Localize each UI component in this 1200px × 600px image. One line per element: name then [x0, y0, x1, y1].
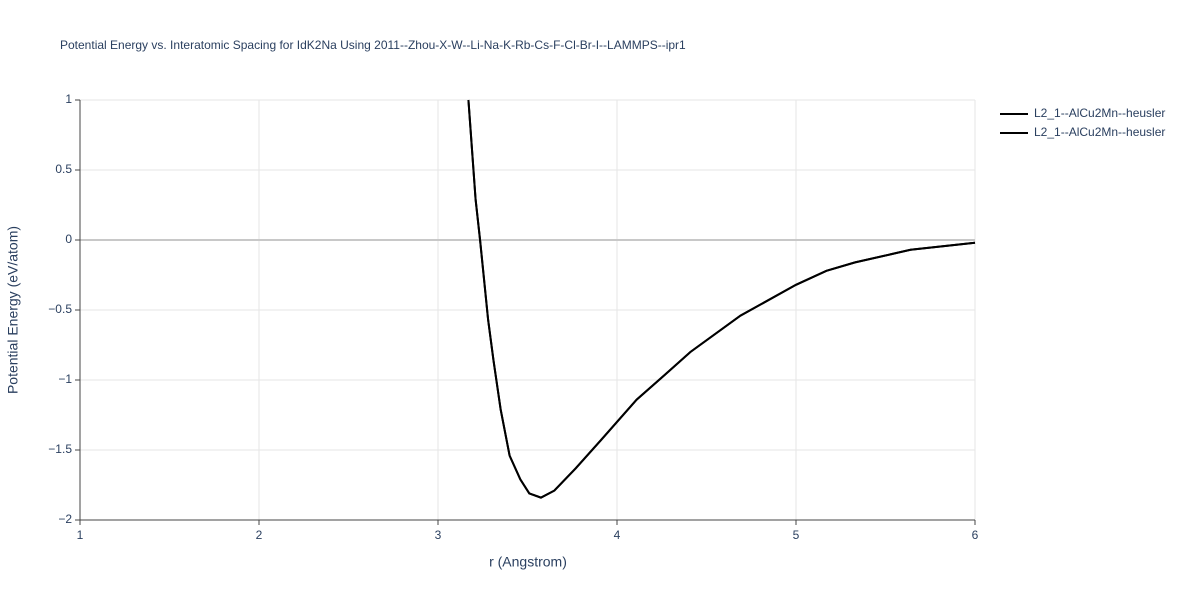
y-tick-label: −1: [58, 372, 72, 386]
y-tick-label: 1: [65, 92, 72, 106]
y-axis-label: Potential Energy (eV/atom): [5, 226, 21, 394]
x-tick-label: 6: [972, 528, 979, 542]
x-tick-label: 5: [793, 528, 800, 542]
x-tick-label: 4: [614, 528, 621, 542]
x-tick-label: 1: [77, 528, 84, 542]
chart-title: Potential Energy vs. Interatomic Spacing…: [60, 38, 686, 52]
legend-label: L2_1--AlCu2Mn--heusler: [1034, 106, 1165, 120]
y-tick-label: −1.5: [48, 442, 72, 456]
y-tick-label: 0.5: [55, 162, 72, 176]
data-line: [467, 99, 976, 499]
x-tick-label: 3: [435, 528, 442, 542]
x-axis-label: r (Angstrom): [489, 554, 567, 570]
y-tick-label: −0.5: [48, 302, 72, 316]
legend-label: L2_1--AlCu2Mn--heusler: [1034, 125, 1165, 139]
y-tick-label: −2: [58, 512, 72, 526]
data-line: [467, 99, 976, 499]
x-tick-label: 2: [256, 528, 263, 542]
y-tick-label: 0: [65, 232, 72, 246]
